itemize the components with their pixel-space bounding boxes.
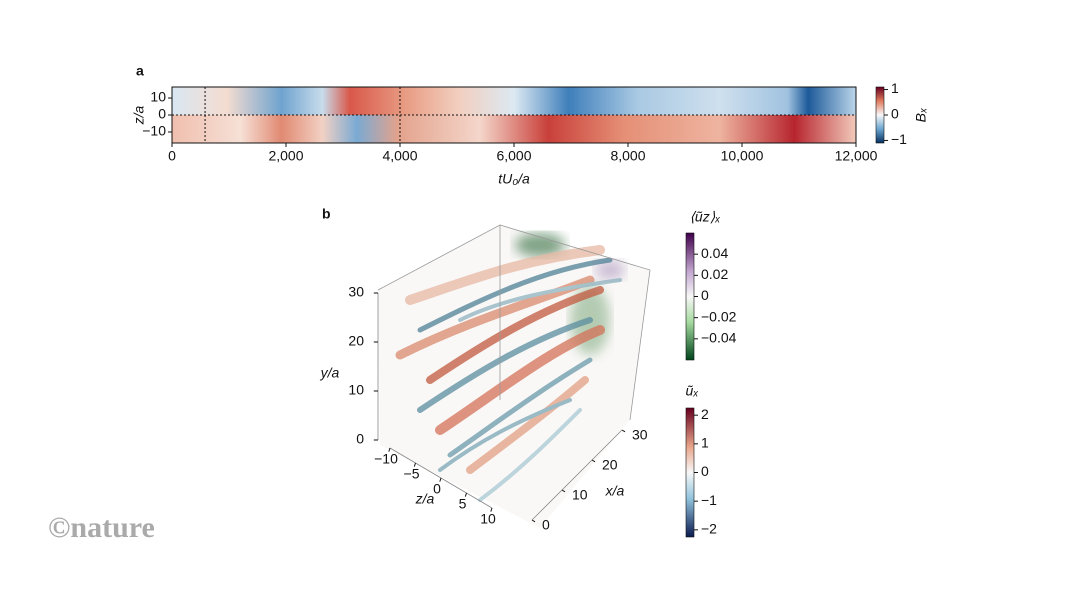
colorbar: [685, 232, 695, 361]
axis-tick-label: 10: [572, 487, 588, 503]
axis-tick-label: 0: [356, 431, 364, 447]
axis-tick-label: 5: [459, 496, 467, 512]
colorbar-tick-label: 1: [701, 435, 709, 451]
axis-tick: [531, 519, 536, 523]
axis-line: [531, 429, 623, 521]
colorbar-tick-label: 0: [701, 287, 709, 303]
colorbar-label: ũₓ: [685, 383, 698, 399]
axis-tick: [413, 462, 416, 467]
colorbar: [875, 86, 885, 144]
axis-tick-label: −5: [404, 466, 420, 482]
axis-tick-label: 30: [348, 284, 364, 300]
x-tick-label: 2,000: [268, 148, 303, 164]
axis-tick-label: 0: [433, 481, 441, 497]
colorbar-tick-label: −2: [701, 521, 717, 537]
axis-tick-label: −10: [374, 451, 398, 467]
axis-tick-label: 10: [348, 382, 364, 398]
colorbar-tick-label: −1: [701, 492, 717, 508]
colorbar-label: Bₓ: [913, 108, 929, 123]
x-axis-label: tU₀/a: [498, 171, 530, 187]
axis-tick-label: 30: [632, 427, 648, 443]
watermark: ©nature: [48, 511, 155, 544]
y-axis-label: z/a: [131, 105, 147, 125]
x-tick-label: 4,000: [382, 148, 417, 164]
axis-tick: [561, 489, 566, 493]
axis-tick-label: 20: [348, 333, 364, 349]
x-tick-label: 12,000: [835, 148, 878, 164]
colorbar-tick-label: 2: [701, 406, 709, 422]
volume-render: [377, 224, 651, 528]
axis-tick: [439, 477, 442, 482]
axis-tick: [490, 507, 493, 512]
colorbar-tick-label: 0.02: [701, 266, 728, 282]
x-tick-label: 10,000: [721, 148, 764, 164]
panel-label: b: [322, 206, 331, 222]
y-tick-label: 10: [150, 89, 166, 105]
colorbar-tick-label: 1: [891, 80, 899, 96]
y-tick-label: 0: [158, 106, 166, 122]
colorbar: [685, 407, 695, 538]
colorbar-tick-label: 0: [701, 463, 709, 479]
y-tick-label: −10: [142, 123, 166, 139]
axis-tick: [621, 429, 626, 433]
axis-tick: [464, 492, 467, 497]
colorbar-tick-label: 0: [891, 106, 899, 122]
panel-label: a: [136, 63, 144, 79]
colorbar-tick-label: −0.02: [701, 308, 737, 324]
axis-tick-label: 10: [480, 511, 496, 527]
x-tick-label: 8,000: [610, 148, 645, 164]
colorbar-label: ⟨ũz⟩ₓ: [689, 209, 720, 225]
axis-tick-label: 20: [602, 457, 618, 473]
axis-tick: [388, 447, 391, 452]
colorbar-tick-label: −1: [891, 131, 907, 147]
x-tick-label: 0: [168, 148, 176, 164]
colorbar-tick-label: 0.04: [701, 245, 728, 261]
axis-tick: [591, 459, 596, 463]
axis-label: y/a: [320, 365, 340, 381]
axis-label: z/a: [415, 491, 435, 507]
heatmap-field: [172, 87, 856, 143]
axis-label: x/a: [605, 483, 625, 499]
axis-tick-label: 0: [542, 517, 550, 533]
colorbar-tick-label: −0.04: [701, 330, 737, 346]
x-tick-label: 6,000: [496, 148, 531, 164]
